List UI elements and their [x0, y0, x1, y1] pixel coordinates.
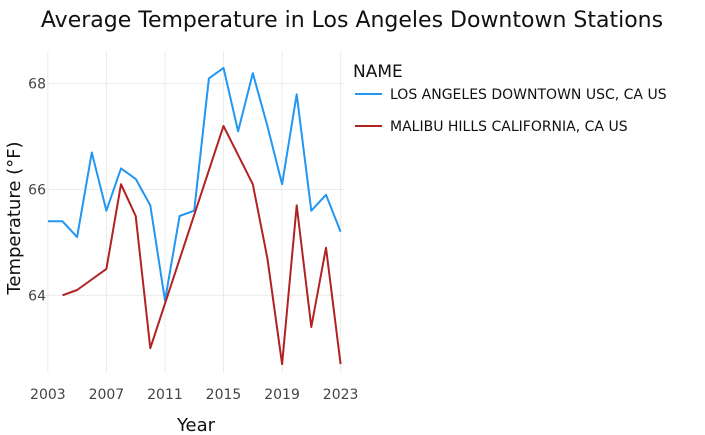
x-tick-label: 2015	[206, 387, 242, 403]
series-lines	[47, 66, 342, 366]
series-line-2	[62, 125, 342, 366]
x-tick-label: 2023	[323, 387, 359, 403]
legend-label-1: LOS ANGELES DOWNTOWN USC, CA US	[390, 87, 667, 103]
legend: NAME LOS ANGELES DOWNTOWN USC, CA US MALI…	[353, 62, 667, 135]
x-tick-label: 2003	[30, 387, 66, 403]
y-axis-title: Temperature (°F)	[4, 141, 25, 295]
y-axis-ticks: 64 66 68	[28, 77, 46, 305]
series-line-1	[47, 66, 342, 302]
y-tick-label: 68	[28, 77, 46, 93]
legend-label-2: MALIBU HILLS CALIFORNIA, CA US	[390, 119, 628, 135]
x-axis-title: Year	[176, 415, 216, 435]
x-tick-label: 2011	[147, 387, 183, 403]
y-tick-label: 64	[28, 288, 46, 304]
y-tick-label: 66	[28, 183, 46, 199]
x-axis-ticks: 2003 2007 2011 2015 2019 2023	[30, 387, 358, 403]
x-tick-label: 2007	[89, 387, 125, 403]
chart-title: Average Temperature in Los Angeles Downt…	[41, 8, 663, 33]
legend-title: NAME	[353, 62, 403, 82]
grid	[42, 52, 345, 372]
x-tick-label: 2019	[264, 387, 300, 403]
